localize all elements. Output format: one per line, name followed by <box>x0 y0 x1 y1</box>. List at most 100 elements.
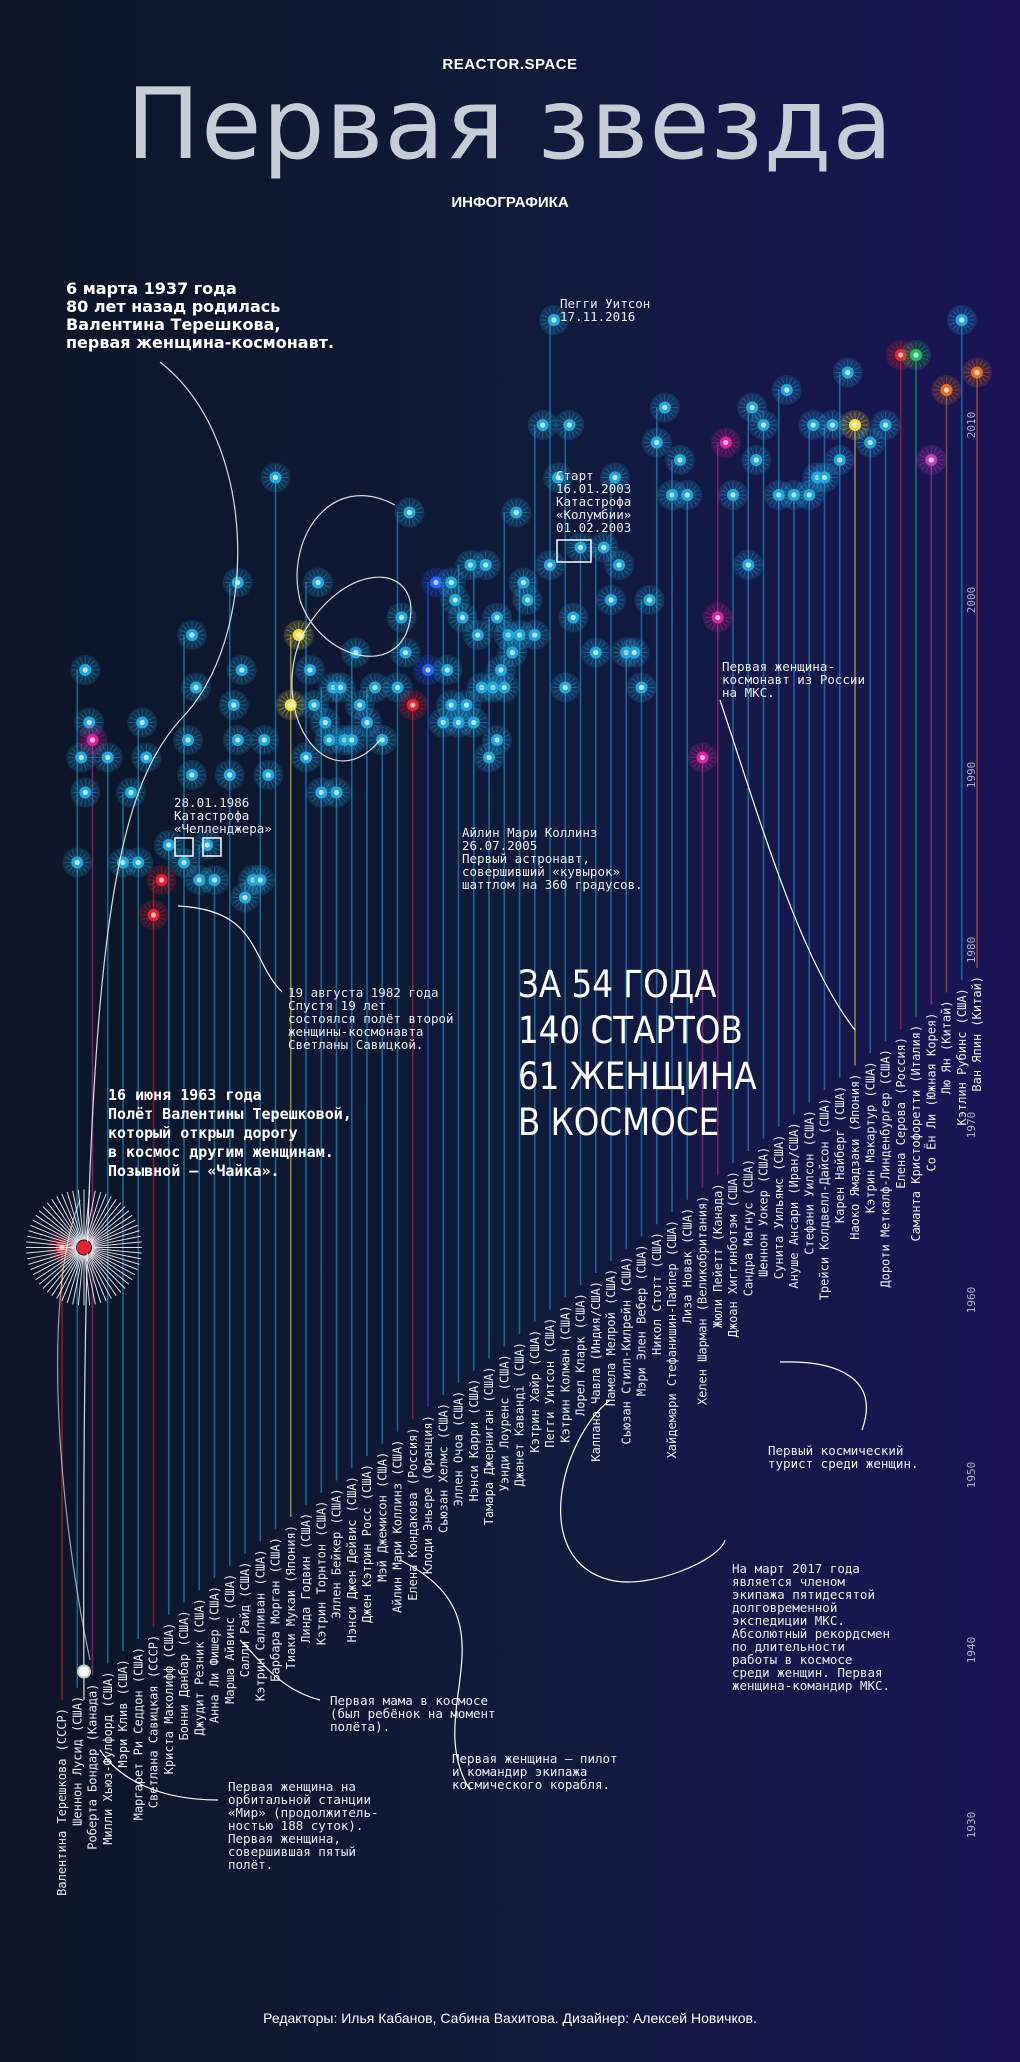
flight-dot <box>455 550 486 580</box>
flight-dot <box>214 760 245 790</box>
woman-name-label: Сунита Уильямс (США) <box>772 1135 786 1280</box>
flight-dot <box>554 410 585 440</box>
woman-name-label: Милли Хьюз-Фулфорд (США) <box>101 1671 115 1844</box>
flight-dot <box>580 637 611 668</box>
woman-name-label: Кэтрин Салливан (США) <box>253 1549 267 1701</box>
flight-dot <box>92 742 123 773</box>
flight-dot <box>344 690 375 720</box>
flight-dot <box>199 865 230 895</box>
flight-dot <box>226 655 257 685</box>
flight-dot <box>77 725 108 755</box>
year-tick-label: 1970 <box>965 1112 978 1139</box>
flight-dot <box>741 445 772 475</box>
tereshkova-sunburst <box>26 1189 142 1679</box>
flight-dot <box>771 375 802 405</box>
woman-name-label: Марша Айвинс (США) <box>223 1574 237 1704</box>
woman-name-label: Джоан Хиггинботэм (США) <box>726 1171 740 1337</box>
woman-name-label: Маргарет Ри Седдон (США) <box>131 1647 145 1820</box>
woman-name-label: Тамара Джерниган (США) <box>482 1366 496 1525</box>
woman-name-label: Лю Ян (Китай) <box>940 1000 954 1094</box>
flight-dot <box>299 690 329 720</box>
woman-name-label: Ван Япин (Китай) <box>970 976 984 1092</box>
woman-name-label: Бонни Данбар (США) <box>177 1610 191 1740</box>
woman-name-label: Саманта Кристофоретти (Италия) <box>909 1025 923 1242</box>
page-title: Первая звезда <box>126 68 894 182</box>
woman-name-label: Салли Райд (США) <box>238 1562 252 1678</box>
flight-dot <box>916 445 947 475</box>
note-whitson-top: Пегги Уитсон 17.11.2016 <box>560 296 651 324</box>
note-mother: Первая мама в космосе (был ребёнок на мо… <box>330 1693 496 1734</box>
woman-name-label: Лиза Новак (США) <box>680 1208 694 1324</box>
flight-dot <box>222 725 253 755</box>
woman-name-label: Наоко Ямадзаки (Япония) <box>848 1074 862 1240</box>
flight-dot <box>394 497 425 528</box>
year-tick-label: 2010 <box>965 412 978 439</box>
flight-dot <box>832 357 863 388</box>
flight-dot <box>321 777 352 808</box>
flight-dot <box>619 637 650 668</box>
flight-dot <box>946 305 977 335</box>
flight-dot <box>62 847 93 878</box>
flight-dot <box>184 865 215 895</box>
flight-dot <box>482 725 512 755</box>
woman-name-label: Шеннон Уокер (США) <box>757 1147 771 1277</box>
flight-dot <box>436 690 467 720</box>
flight-dot <box>596 585 626 615</box>
year-tick-label: 2000 <box>965 587 978 614</box>
flight-dots <box>47 305 992 1263</box>
note-mir: Первая женщина на орбитальной станции «М… <box>228 1779 379 1872</box>
stats-headline: ЗА 54 ГОДА 140 СТАРТОВ 61 ЖЕНЩИНА В КОСМ… <box>518 963 757 1144</box>
woman-name-label: Мэри Клив (США) <box>116 1659 130 1767</box>
year-tick-label: 1950 <box>965 1462 978 1489</box>
flight-dot <box>116 777 146 808</box>
flight-dot <box>181 672 211 703</box>
flight-dot <box>763 480 794 510</box>
flight-dot <box>512 585 543 615</box>
woman-name-label: Кэтрин Торнтон (США) <box>314 1501 328 1646</box>
woman-name-label: Криста Маколифф (США) <box>162 1623 176 1775</box>
flight-dot <box>550 672 581 703</box>
woman-name-label: Жюли Пейетт (Канада) <box>711 1183 725 1328</box>
flight-dot <box>794 480 825 510</box>
woman-name-label: Линда Годвин (США) <box>299 1513 313 1643</box>
flight-dot <box>501 497 532 528</box>
flight-dot <box>295 655 325 685</box>
flight-dot <box>962 357 992 388</box>
annotation-arcs <box>26 361 867 1801</box>
flight-dot <box>779 480 809 510</box>
flight-dot <box>466 672 497 703</box>
flight-dot <box>798 410 829 440</box>
flight-dot <box>421 567 451 598</box>
flight-dot <box>508 567 539 598</box>
flight-dot <box>901 340 931 370</box>
flight-dot <box>66 742 97 773</box>
flight-dot <box>535 550 565 580</box>
flight-dot <box>352 707 382 738</box>
woman-name-label: Сьюзан Стилл-Килрейн (США) <box>619 1257 633 1445</box>
flight-dot <box>70 777 101 808</box>
flight-dot <box>657 480 687 510</box>
woman-name-label: Роберта Бондар (Канада) <box>86 1684 100 1850</box>
flight-dot <box>218 690 249 720</box>
flight-dot <box>634 585 665 615</box>
note-columbia: Старт 16.01.2003 Катастрофа «Колумбии» 0… <box>556 468 632 535</box>
flight-dot <box>855 427 886 458</box>
flight-dot <box>604 550 634 580</box>
flight-dot <box>504 620 535 650</box>
flight-dot <box>428 707 459 738</box>
flight-dot <box>443 707 474 738</box>
year-tick-label: 1980 <box>965 937 978 964</box>
woman-name-label: Джен Кэтрин Росс (США) <box>360 1464 374 1623</box>
flight-dot <box>432 655 463 685</box>
woman-name-label: Светлана Савицкая (СССР) <box>147 1635 161 1808</box>
flight-dot <box>123 847 154 878</box>
flight-dot <box>314 725 345 755</box>
woman-name-label: Нэнси Карри (США) <box>467 1379 481 1502</box>
woman-name-label: Кэтрин Макартур (США) <box>863 1061 877 1213</box>
woman-name-label: Хелен Шарман (Великобритания) <box>696 1196 710 1406</box>
flight-dot <box>367 725 398 755</box>
flight-dot <box>626 672 657 703</box>
flight-dot <box>474 742 504 773</box>
woman-name-label: Хайдемари Стефанишин-Пайпер (США) <box>665 1220 679 1458</box>
